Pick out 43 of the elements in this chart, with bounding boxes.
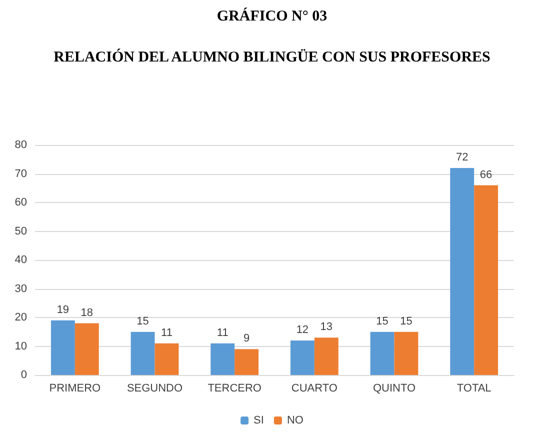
bar xyxy=(394,332,418,375)
bar xyxy=(154,343,179,375)
x-tick-label: PRIMERO xyxy=(49,382,102,394)
chart-subtitle: RELACIÓN DEL ALUMNO BILINGÜE CON SUS PROFESORES xyxy=(54,48,490,66)
data-label: 11 xyxy=(161,326,172,339)
chart-title: GRÁFICO N° 03 xyxy=(216,8,328,24)
y-tick-label: 30 xyxy=(14,282,27,295)
y-tick-label: 50 xyxy=(14,225,27,238)
bar xyxy=(314,338,338,375)
x-tick-label: CUARTO xyxy=(291,382,338,394)
x-tick-label: TERCERO xyxy=(208,382,262,394)
x-tick-label: SEGUNDO xyxy=(126,382,183,394)
bar xyxy=(74,323,99,375)
bar xyxy=(450,168,474,375)
data-label: 15 xyxy=(400,315,412,328)
y-tick-label: 40 xyxy=(14,254,27,266)
bar xyxy=(370,332,394,375)
y-tick-label: 70 xyxy=(14,168,27,180)
data-label: 15 xyxy=(376,315,388,328)
bar xyxy=(130,332,155,375)
data-label: 18 xyxy=(80,306,94,319)
legend-label: SI xyxy=(254,414,264,426)
y-tick-label: 60 xyxy=(14,196,27,208)
y-tick-label: 20 xyxy=(14,312,27,324)
y-tick-label: 10 xyxy=(14,340,27,352)
data-label: 12 xyxy=(296,324,309,336)
legend-label: NO xyxy=(286,414,304,426)
bar xyxy=(234,349,259,375)
data-label: 11 xyxy=(216,326,228,339)
data-label: 9 xyxy=(243,332,250,345)
bar xyxy=(210,343,235,375)
data-label: 15 xyxy=(136,315,149,328)
bar xyxy=(474,185,498,375)
x-tick-label: QUINTO xyxy=(372,382,416,394)
data-label: 66 xyxy=(480,168,492,181)
data-label: 72 xyxy=(456,152,468,164)
bar xyxy=(290,340,314,375)
data-label: 19 xyxy=(56,304,70,316)
y-tick-label: 0 xyxy=(20,369,27,381)
y-tick-label: 80 xyxy=(14,139,27,151)
data-label: 13 xyxy=(320,321,333,334)
bar xyxy=(50,320,75,375)
x-tick-label: TOTAL xyxy=(456,382,492,394)
